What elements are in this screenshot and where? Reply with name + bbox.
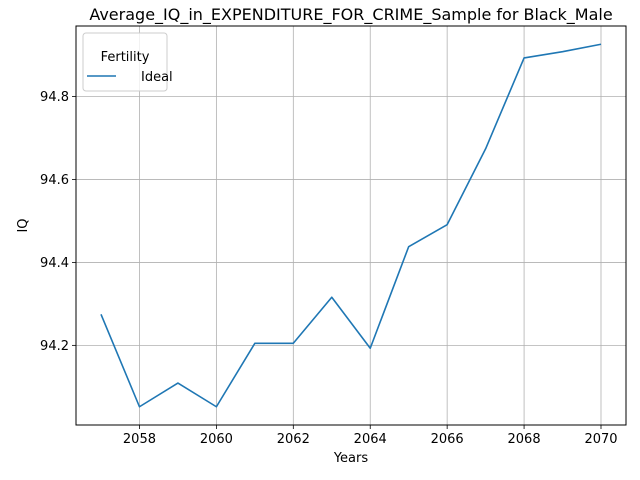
y-tick-label: 94.2: [40, 339, 69, 354]
x-tick-label: 2058: [123, 432, 156, 447]
x-tick-label: 2060: [200, 432, 233, 447]
x-tick-label: 2068: [508, 432, 541, 447]
y-axis-label: IQ: [16, 218, 31, 232]
x-axis-label: Years: [333, 451, 369, 466]
x-tick-label: 2066: [431, 432, 464, 447]
chart-title: Average_IQ_in_EXPENDITURE_FOR_CRIME_Samp…: [89, 5, 612, 25]
x-tick-label: 2064: [354, 432, 387, 447]
x-tick-label: 2062: [277, 432, 310, 447]
x-tick-label: 2070: [584, 432, 617, 447]
legend-title: Fertility: [101, 50, 150, 65]
y-tick-label: 94.8: [40, 90, 69, 105]
legend-entry-label: Ideal: [141, 70, 173, 85]
y-tick-label: 94.4: [40, 256, 69, 271]
legend: Fertility Ideal: [83, 33, 173, 91]
y-tick-label: 94.6: [40, 173, 69, 188]
